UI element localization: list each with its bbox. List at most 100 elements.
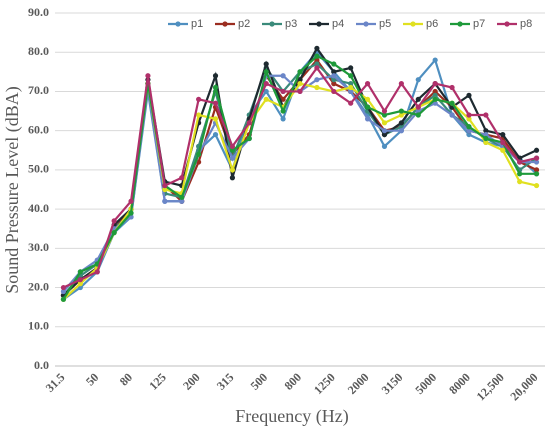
data-point	[314, 45, 320, 51]
data-point	[229, 147, 236, 153]
data-point	[348, 73, 354, 79]
legend-marker	[222, 21, 228, 27]
data-point	[145, 73, 151, 79]
data-point	[229, 175, 236, 181]
y-tick-label: 30.0	[28, 240, 49, 254]
data-point	[60, 284, 67, 291]
data-point	[533, 147, 540, 153]
data-point	[229, 167, 236, 173]
data-point	[229, 155, 236, 161]
data-point	[229, 143, 236, 149]
data-point	[500, 139, 506, 146]
data-point	[517, 179, 523, 185]
data-point	[111, 230, 117, 236]
x-tick-label: 12,500	[474, 370, 507, 403]
data-point	[466, 128, 472, 134]
data-point	[466, 124, 472, 130]
data-point	[415, 112, 421, 118]
data-point	[60, 296, 67, 302]
data-point	[179, 175, 185, 181]
data-point	[483, 112, 489, 118]
data-point	[246, 135, 252, 142]
y-tick-label: 80.0	[28, 44, 49, 58]
data-point	[381, 108, 388, 114]
data-point	[533, 155, 540, 161]
data-point	[196, 151, 202, 157]
data-point	[348, 81, 354, 87]
data-point	[517, 171, 523, 177]
data-point	[331, 69, 337, 75]
data-point	[348, 84, 354, 91]
legend-marker	[175, 21, 181, 27]
data-point	[280, 96, 286, 102]
data-point	[500, 131, 506, 138]
data-point	[432, 81, 438, 87]
data-point	[60, 288, 67, 295]
data-point	[348, 65, 354, 71]
legend-label: p1	[191, 18, 203, 30]
data-point	[500, 147, 506, 153]
x-tick-label: 20,000	[507, 370, 540, 403]
y-tick-label: 0.0	[34, 358, 49, 372]
data-point	[364, 104, 371, 110]
y-tick-label: 60.0	[28, 122, 49, 136]
data-point	[162, 198, 168, 204]
data-point	[263, 81, 269, 87]
data-point	[297, 88, 303, 95]
data-point	[212, 116, 219, 122]
data-point	[381, 120, 388, 126]
data-point	[449, 100, 455, 106]
x-tick-label: 2000	[345, 370, 372, 397]
x-tick-label: 80	[117, 370, 135, 388]
y-tick-label: 10.0	[28, 319, 49, 333]
data-point	[483, 135, 489, 142]
data-point	[466, 92, 472, 98]
data-point	[280, 108, 286, 114]
data-point	[533, 171, 540, 177]
legend-marker	[316, 21, 322, 27]
data-point	[331, 88, 337, 95]
data-point	[432, 88, 438, 95]
y-tick-label: 90.0	[28, 5, 49, 19]
data-point	[314, 61, 320, 67]
x-tick-label: 500	[248, 370, 271, 393]
data-point	[381, 131, 388, 138]
legend-label: p7	[473, 18, 485, 30]
data-point	[398, 120, 404, 126]
data-point	[432, 92, 438, 98]
data-point	[297, 77, 303, 83]
data-point	[179, 194, 185, 200]
data-point	[398, 81, 404, 87]
data-point	[449, 84, 455, 91]
legend-marker	[269, 21, 275, 27]
data-point	[364, 81, 371, 87]
data-point	[212, 100, 219, 106]
data-point	[364, 116, 371, 122]
data-point	[533, 182, 540, 189]
data-point	[280, 88, 286, 95]
data-point	[196, 112, 202, 118]
x-tick-label: 3150	[379, 370, 406, 397]
data-point	[466, 116, 472, 122]
x-tick-label: 200	[180, 370, 203, 393]
data-point	[297, 69, 303, 75]
x-tick-label: 315	[214, 370, 237, 393]
data-point	[162, 186, 168, 193]
data-point	[297, 81, 303, 87]
legend-label: p4	[332, 18, 344, 30]
data-point	[364, 96, 371, 102]
data-point	[246, 120, 252, 126]
legend-label: p2	[238, 18, 250, 30]
legend-marker	[363, 21, 369, 27]
data-point	[263, 88, 269, 95]
data-point	[314, 65, 320, 71]
data-point	[263, 96, 269, 102]
data-point	[432, 57, 438, 63]
data-point	[77, 277, 83, 283]
y-tick-label: 20.0	[28, 279, 49, 293]
data-point	[348, 100, 354, 106]
data-point	[466, 131, 472, 138]
legend-label: p8	[520, 18, 532, 30]
y-tick-label: 40.0	[28, 201, 49, 215]
